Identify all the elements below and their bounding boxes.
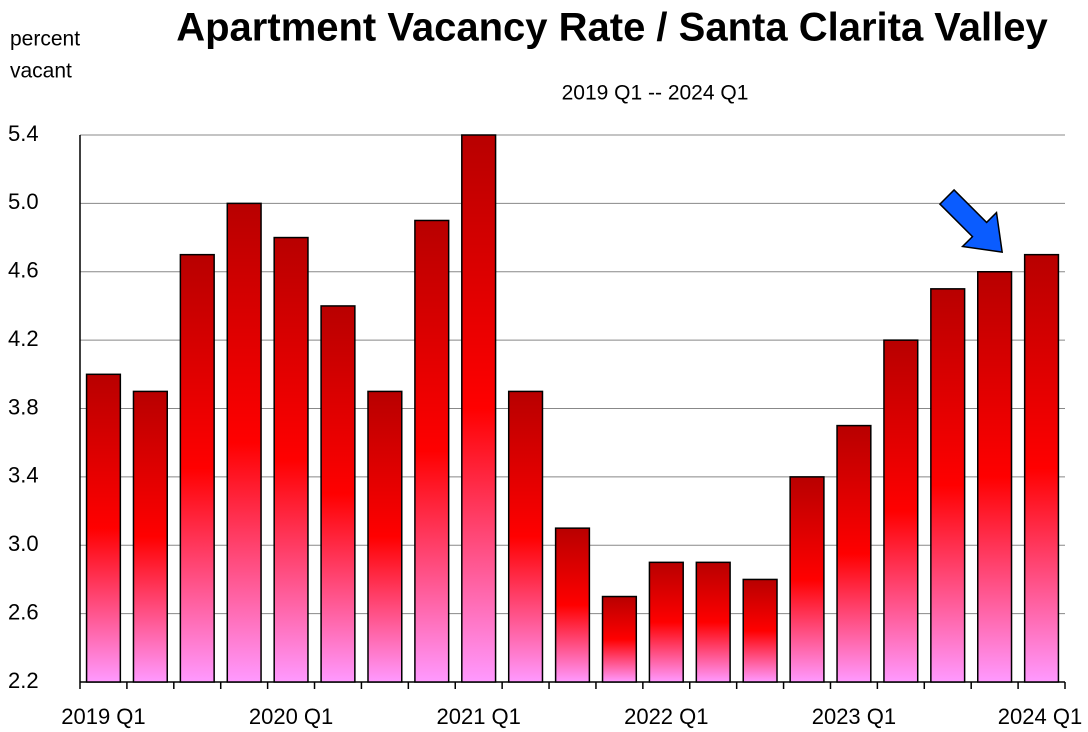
y-tick-label: 3.4 [8,463,39,488]
bar [554,527,591,683]
x-tick-label: 2023 Q1 [812,704,896,729]
x-tick-label: 2020 Q1 [249,704,333,729]
bar [883,339,919,683]
bar [179,253,215,683]
bar [648,561,684,683]
bar [1023,253,1060,683]
y-tick-label: 4.6 [8,258,39,283]
chart-title: Apartment Vacancy Rate / Santa Clarita V… [176,6,1048,50]
y-tick-label: 3.8 [8,394,39,419]
bar [930,288,966,683]
x-tick-label: 2019 Q1 [61,704,145,729]
y-tick-label: 2.2 [8,668,39,693]
x-tick-label: 2022 Q1 [624,704,708,729]
bar [742,578,778,683]
bar [789,476,825,683]
y-tick-label: 4.2 [8,326,39,351]
bar [85,373,122,683]
bar [507,390,544,683]
x-tick-label: 2021 Q1 [436,704,520,729]
bar [977,271,1013,683]
y-tick-label: 3.0 [8,531,39,556]
bar [695,561,731,683]
bar [601,595,638,683]
y-tick-label: 5.0 [8,189,39,214]
bar [273,236,309,683]
bar [461,134,497,683]
bar [320,305,356,683]
y-axis-label: percent [10,28,80,51]
chart-subtitle: 2019 Q1 -- 2024 Q1 [562,82,749,105]
y-axis-label: vacant [10,60,72,83]
arrow-annotation [938,188,1004,254]
bar [132,390,168,683]
bar [226,202,262,683]
bar [836,424,872,683]
y-tick-label: 5.4 [8,121,39,146]
bar [367,390,403,683]
plot-area: 2.2 2.6 3.0 3.4 3.8 4.2 4.6 5.0 5.4 2019 Q1 2020 Q… [8,121,1082,729]
bar [414,219,450,683]
y-tick-label: 2.6 [8,599,39,624]
x-tick-label: 2024 Q1 [998,704,1082,729]
